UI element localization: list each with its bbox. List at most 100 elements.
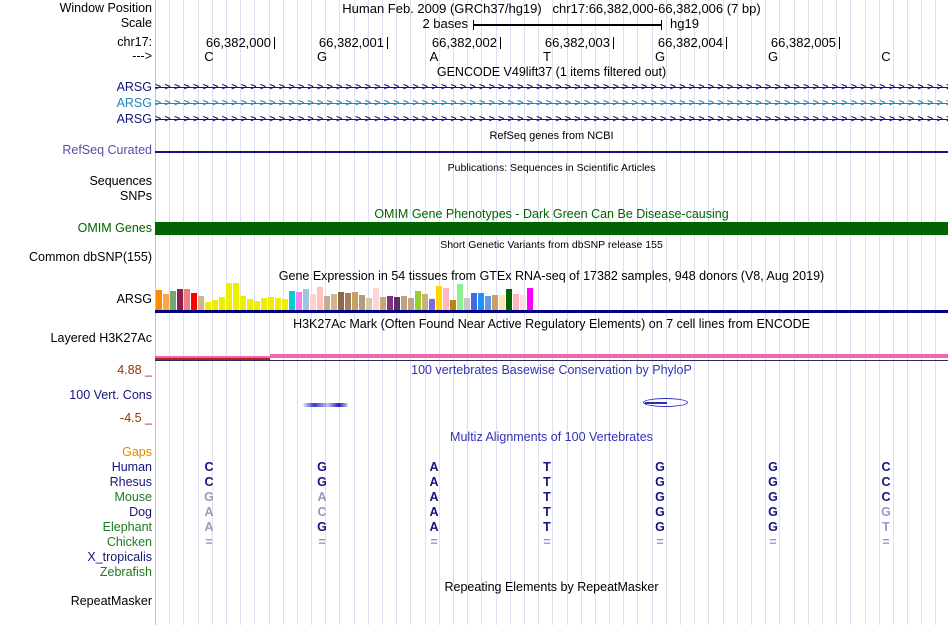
gtex-tissue-bar[interactable] [163,294,169,310]
track-label-mouse[interactable]: Mouse [114,490,152,504]
gtex-tissue-bar[interactable] [499,295,505,310]
track-label-chr17-[interactable]: chr17: [117,35,152,49]
gene-transcript-line[interactable] [155,102,948,104]
track-label-chicken[interactable]: Chicken [106,535,152,549]
gtex-tissue-bar[interactable] [261,298,267,310]
gtex-tissue-bar[interactable] [471,293,477,310]
gtex-tissue-bar[interactable] [233,283,239,310]
base-letter: G [767,49,779,64]
track-label-rhesus[interactable]: Rhesus [109,475,152,489]
track-label-x-tropicalis[interactable]: X_tropicalis [87,550,152,564]
gtex-tissue-bar[interactable] [296,292,302,310]
gtex-tissue-bar[interactable] [352,292,358,310]
gtex-tissue-bar[interactable] [268,297,274,310]
gtex-baseline[interactable] [155,310,948,313]
gtex-tissue-bar[interactable] [331,294,337,310]
gtex-tissue-bar[interactable] [240,296,246,310]
gtex-tissue-bar[interactable] [310,294,316,310]
gtex-tissue-bar[interactable] [513,294,519,310]
gene-transcript-line[interactable] [155,118,948,120]
gtex-tissue-bar[interactable] [506,289,512,310]
phylop-wiggle[interactable] [303,403,348,407]
gtex-tissue-bar[interactable] [156,290,162,310]
gtex-tissue-bar[interactable] [198,296,204,310]
track-label-100-vert-cons[interactable]: 100 Vert. Cons [69,388,152,402]
gtex-tissue-bar[interactable] [373,288,379,310]
track-label-gaps[interactable]: Gaps [122,445,152,459]
gtex-tissue-bar[interactable] [177,289,183,310]
gtex-tissue-bar[interactable] [254,301,260,310]
gtex-tissue-bar[interactable] [324,296,330,310]
track-label-arsg[interactable]: ARSG [116,80,152,94]
gtex-tissue-bar[interactable] [205,302,211,310]
omim-gene-bar[interactable] [155,222,948,235]
gene-transcript-arrows[interactable]: >>>>>>>>>>>>>>>>>>>>>>>>>>>>>>>>>>>>>>>>… [155,98,948,109]
track-label-scale[interactable]: Scale [120,16,152,30]
h3k27ac-crimson-segment[interactable] [155,358,270,360]
gene-transcript-arrows[interactable]: >>>>>>>>>>>>>>>>>>>>>>>>>>>>>>>>>>>>>>>>… [155,82,948,93]
gene-transcript-arrows[interactable]: >>>>>>>>>>>>>>>>>>>>>>>>>>>>>>>>>>>>>>>>… [155,114,948,125]
gtex-tissue-bar[interactable] [282,299,288,310]
gtex-tissue-bar[interactable] [226,283,232,310]
phylop-wiggle[interactable] [643,398,688,407]
track-label-arsg[interactable]: ARSG [116,96,152,110]
gtex-tissue-bar[interactable] [289,291,295,310]
gtex-tissue-bar[interactable] [478,293,484,310]
gtex-tissue-bar[interactable] [247,299,253,310]
gtex-tissue-bar[interactable] [436,286,442,310]
refseq-curated-line[interactable] [155,151,948,153]
track-label-arsg[interactable]: ARSG [116,292,152,306]
track-label-layered-h3k27ac[interactable]: Layered H3K27Ac [50,331,152,345]
track-label-4-88-[interactable]: 4.88 _ [117,363,152,377]
gtex-tissue-bar[interactable] [380,297,386,310]
gtex-tissue-bar[interactable] [212,300,218,310]
gtex-tissue-bar[interactable] [275,298,281,310]
track-label-dog[interactable]: Dog [129,505,152,519]
gtex-tissue-bar[interactable] [191,293,197,310]
gene-transcript-line[interactable] [155,86,948,88]
gtex-tissue-bar[interactable] [401,296,407,310]
gtex-tissue-bar[interactable] [170,291,176,310]
gtex-tissue-bar[interactable] [338,292,344,310]
track-label-sequences[interactable]: Sequences [89,174,152,188]
gtex-tissue-bar[interactable] [387,296,393,310]
gtex-tissue-bar[interactable] [422,294,428,310]
track-label-snps[interactable]: SNPs [120,189,152,203]
gtex-tissue-bar[interactable] [443,288,449,310]
track-label-window-position[interactable]: Window Position [59,1,152,15]
gtex-tissue-bar[interactable] [527,288,533,310]
track-header: Multiz Alignments of 100 Vertebrates [450,430,653,444]
align-base-rhesus: C [881,475,891,489]
gtex-tissue-bar[interactable] [450,300,456,310]
gtex-tissue-bar[interactable] [317,287,323,310]
gtex-tissue-bar[interactable] [429,299,435,310]
track-label-human[interactable]: Human [111,460,152,474]
track-label-refseq-curated[interactable]: RefSeq Curated [62,143,152,157]
track-label--4-5-[interactable]: -4.5 _ [120,411,152,425]
gtex-tissue-bar[interactable] [345,293,351,310]
gtex-tissue-bar[interactable] [408,298,414,310]
gtex-tissue-bar[interactable] [359,295,365,310]
track-label--[interactable]: ---> [132,49,152,63]
gtex-tissue-bar[interactable] [485,296,491,310]
gtex-tissue-bar[interactable] [415,291,421,310]
track-label-omim-genes[interactable]: OMIM Genes [77,221,152,235]
h3k27ac-pink-right[interactable] [270,354,948,358]
gtex-tissue-bar[interactable] [520,295,526,310]
gtex-tissue-bar[interactable] [492,295,498,310]
gtex-tissue-bar[interactable] [303,289,309,310]
track-label-common-dbsnp-155-[interactable]: Common dbSNP(155) [29,250,152,264]
h3k27ac-baseline[interactable] [155,359,948,361]
gtex-tissue-bar[interactable] [366,298,372,310]
track-label-repeatmasker[interactable]: RepeatMasker [70,594,152,608]
gtex-tissue-bar[interactable] [184,289,190,310]
gtex-tissue-bar[interactable] [464,298,470,310]
gtex-tissue-bar[interactable] [457,284,463,310]
h3k27ac-pink-left[interactable] [155,356,270,358]
track-label-arsg[interactable]: ARSG [116,112,152,126]
track-label-elephant[interactable]: Elephant [102,520,152,534]
gtex-tissue-bar[interactable] [394,297,400,310]
track-label-zebrafish[interactable]: Zebrafish [99,565,152,579]
gtex-tissue-bar[interactable] [219,297,225,310]
